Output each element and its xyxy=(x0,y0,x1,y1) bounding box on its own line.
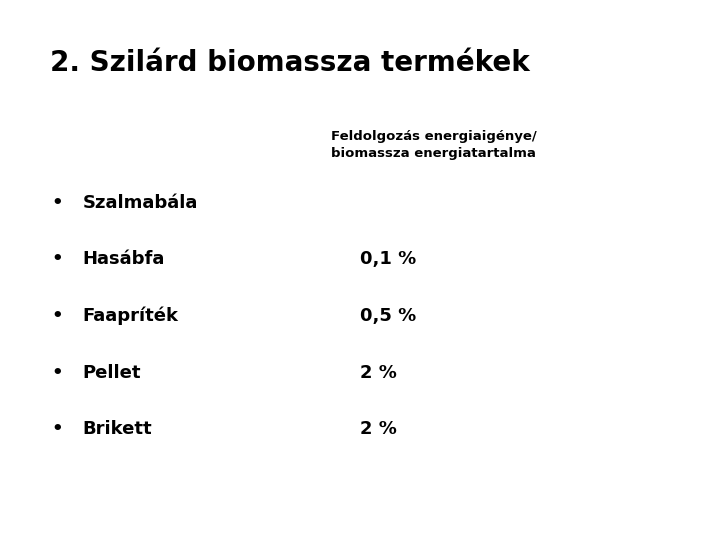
Text: 2 %: 2 % xyxy=(360,420,397,438)
Text: Faapríték: Faapríték xyxy=(83,307,179,325)
Text: •: • xyxy=(52,307,63,325)
Text: •: • xyxy=(52,420,63,438)
Text: 0,5 %: 0,5 % xyxy=(360,307,416,325)
Text: Brikett: Brikett xyxy=(83,420,153,438)
Text: Szalmabála: Szalmabála xyxy=(83,193,198,212)
Text: Pellet: Pellet xyxy=(83,363,141,382)
Text: Hasábfa: Hasábfa xyxy=(83,250,165,268)
Text: 0,1 %: 0,1 % xyxy=(360,250,416,268)
Text: •: • xyxy=(52,193,63,212)
Text: 2. Szilárd biomassza termékek: 2. Szilárd biomassza termékek xyxy=(50,49,530,77)
Text: •: • xyxy=(52,250,63,268)
Text: 2 %: 2 % xyxy=(360,363,397,382)
Text: Feldolgozás energiaigénye/
biomassza energiatartalma: Feldolgozás energiaigénye/ biomassza ene… xyxy=(331,130,537,160)
Text: •: • xyxy=(52,363,63,382)
